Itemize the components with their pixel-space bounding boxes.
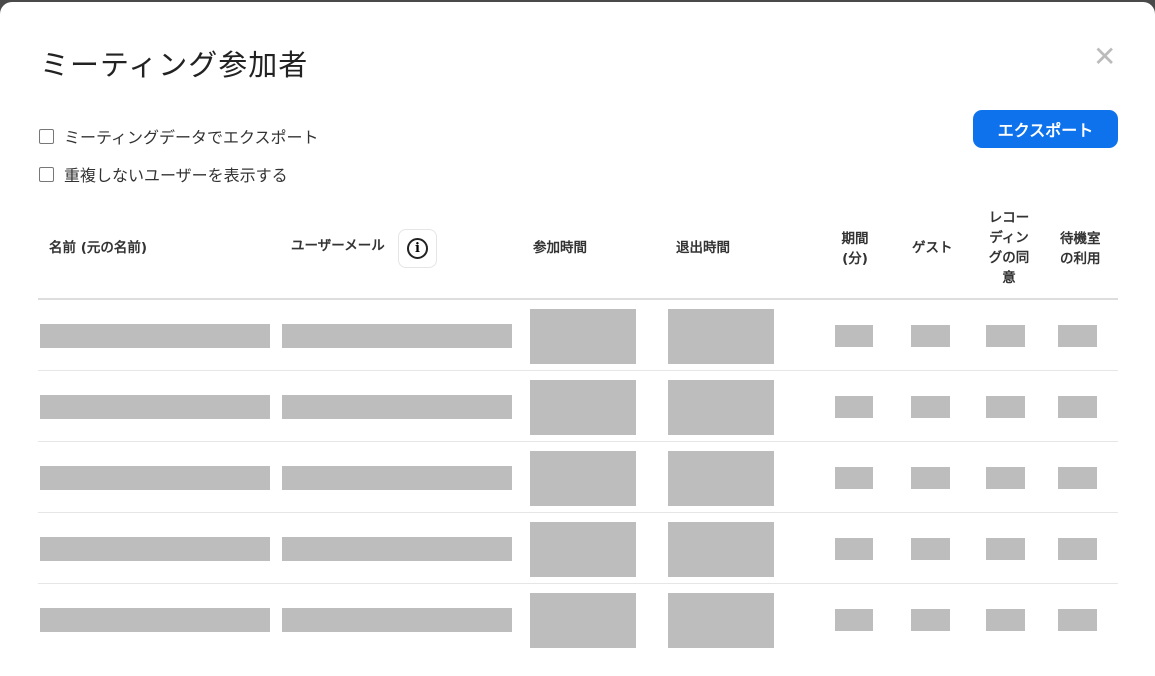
column-header-join-time: 参加時間 [533,240,587,256]
export-button[interactable]: エクスポート [973,110,1118,148]
column-header-guest: ゲスト [912,240,953,256]
redacted-cell-guest [911,609,950,631]
redacted-cell-duration [835,396,873,418]
info-button[interactable]: i [398,229,437,268]
redacted-cell-email [282,324,512,348]
info-icon: i [407,238,428,259]
redacted-cell-recording-consent [986,467,1025,489]
redacted-cell-name [40,608,270,632]
row-divider [38,370,1118,371]
redacted-cell-recording-consent [986,609,1025,631]
column-header-name: 名前 (元の名前) [49,240,148,256]
checkbox-icon[interactable] [39,128,54,144]
dialog-title: ミーティング参加者 [40,48,309,82]
redacted-cell-name [40,324,270,348]
export-with-meeting-data-checkbox[interactable]: ミーティングデータでエクスポート [39,124,319,148]
unique-users-checkbox[interactable]: 重複しないユーザーを表示する [39,162,288,186]
redacted-cell-leave-time [668,379,774,435]
column-header-recording-consent: レコーディングの同意 [988,210,1030,286]
redacted-cell-guest [911,325,950,347]
row-divider [38,441,1118,442]
redacted-cell-duration [835,467,873,489]
redacted-cell-waiting-room [1058,609,1097,631]
column-header-leave-time: 退出時間 [676,240,730,256]
redacted-cell-waiting-room [1058,396,1097,418]
redacted-cell-join-time [530,379,636,435]
redacted-cell-join-time [530,592,636,648]
redacted-cell-leave-time [668,308,774,364]
redacted-cell-guest [911,538,950,560]
column-header-waiting-room: 待機室の利用 [1060,231,1101,267]
redacted-cell-guest [911,467,950,489]
column-header-duration: 期間 (分) [841,231,869,267]
row-divider [38,583,1118,584]
checkbox-icon[interactable] [39,166,54,182]
redacted-cell-join-time [530,308,636,364]
redacted-cell-name [40,537,270,561]
redacted-cell-email [282,395,512,419]
header-divider [38,298,1118,300]
redacted-cell-email [282,608,512,632]
redacted-cell-join-time [530,450,636,506]
redacted-cell-leave-time [668,592,774,648]
redacted-cell-join-time [530,521,636,577]
checkbox-label: ミーティングデータでエクスポート [64,128,319,147]
checkbox-label: 重複しないユーザーを表示する [64,166,288,185]
redacted-cell-guest [911,396,950,418]
row-divider [38,512,1118,513]
redacted-cell-recording-consent [986,396,1025,418]
redacted-cell-waiting-room [1058,325,1097,347]
column-header-email: ユーザーメール [291,238,385,254]
redacted-cell-email [282,466,512,490]
redacted-cell-name [40,395,270,419]
redacted-cell-leave-time [668,521,774,577]
redacted-cell-recording-consent [986,325,1025,347]
close-icon[interactable]: ✕ [1093,40,1117,73]
redacted-cell-duration [835,325,873,347]
redacted-cell-name [40,466,270,490]
redacted-cell-waiting-room [1058,467,1097,489]
redacted-cell-recording-consent [986,538,1025,560]
redacted-cell-leave-time [668,450,774,506]
redacted-cell-duration [835,538,873,560]
redacted-cell-email [282,537,512,561]
redacted-cell-duration [835,609,873,631]
redacted-cell-waiting-room [1058,538,1097,560]
